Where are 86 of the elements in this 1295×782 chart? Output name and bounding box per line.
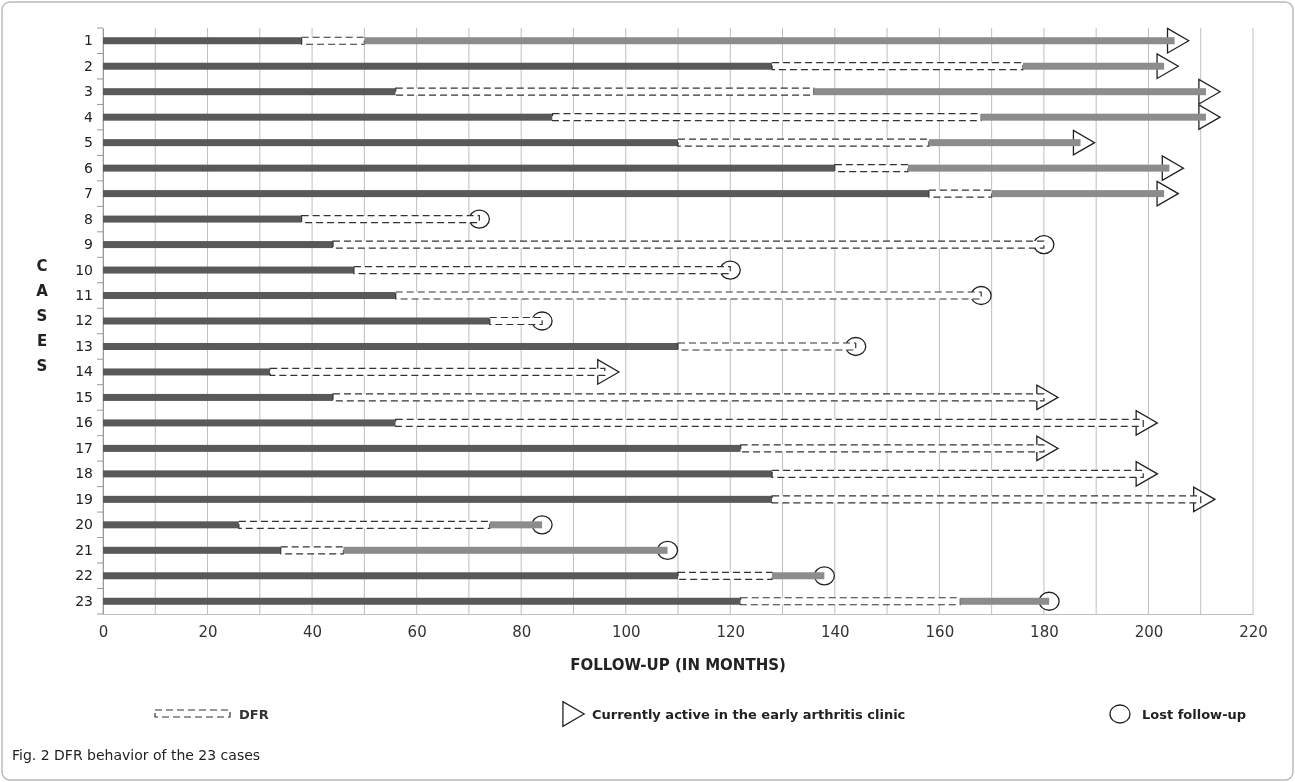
bar: [103, 266, 354, 274]
bar: [103, 495, 773, 503]
bar: [908, 164, 1170, 172]
bar: [343, 546, 668, 554]
y-axis-title: CASES: [36, 257, 49, 375]
x-tick-label: 0: [98, 622, 109, 641]
x-tick-label: 220: [1239, 622, 1268, 641]
y-tick-label: 11: [75, 287, 93, 303]
y-tick-label: 6: [84, 159, 94, 176]
bar: [103, 215, 302, 223]
x-tick-label: 160: [925, 622, 955, 641]
y-tick-label: 15: [75, 388, 93, 405]
bar: [103, 164, 835, 172]
x-tick-label: 120: [716, 622, 746, 641]
bar: [103, 393, 333, 401]
x-tick-label: 200: [1134, 622, 1164, 641]
y-tick-label: 18: [75, 465, 93, 482]
bar: [960, 597, 1050, 605]
x-tick-label: 100: [611, 622, 641, 641]
bar: [813, 88, 1206, 96]
bar: [103, 470, 773, 478]
bar: [551, 113, 982, 122]
bar: [103, 88, 396, 96]
bar: [103, 419, 396, 427]
y-tick-label: 16: [75, 414, 94, 431]
y-tick-label: 3: [84, 83, 93, 100]
bar: [834, 164, 909, 173]
bar: [1023, 62, 1165, 70]
text: DFR: [239, 707, 269, 722]
bar: [928, 189, 993, 198]
bar: [103, 521, 239, 529]
y-tick-label: 19: [75, 490, 93, 507]
x-tick-label: 180: [1030, 622, 1059, 641]
bar: [740, 597, 961, 606]
y-tick-label: 7: [84, 185, 93, 202]
x-axis-title: FOLLOW-UP (IN MONTHS): [570, 656, 786, 674]
y-tick-label: 14: [75, 363, 94, 380]
bar: [103, 572, 678, 580]
y-tick-label: 17: [75, 439, 93, 456]
legend-label: Currently active in the early arthritis clinic: [592, 707, 906, 722]
bar: [981, 113, 1206, 121]
x-tick-label: 60: [407, 622, 427, 641]
bar: [103, 444, 741, 452]
bar: [395, 87, 815, 96]
y-tick-label: 12: [75, 312, 93, 329]
y-tick-label: 13: [75, 337, 93, 354]
bar: [103, 546, 281, 554]
bar: [103, 292, 396, 300]
bar: [103, 317, 490, 325]
bar: [489, 521, 543, 529]
bar: [677, 571, 773, 580]
bar: [280, 546, 345, 555]
x-tick-label: 40: [303, 622, 323, 641]
y-tick-label: 20: [75, 516, 93, 533]
x-tick-label: 80: [512, 622, 532, 641]
bar: [103, 37, 302, 45]
bar: [103, 113, 553, 121]
bar: [103, 62, 773, 70]
x-tick-label: 140: [821, 622, 850, 641]
bar: [991, 190, 1165, 198]
bar: [238, 520, 491, 529]
y-tick-label: 8: [84, 210, 93, 227]
y-tick-label: 23: [75, 592, 93, 609]
bar: [103, 241, 333, 249]
bar: [772, 572, 825, 580]
legend-label: Lost follow-up: [1142, 707, 1247, 722]
bar: [928, 139, 1081, 147]
y-tick-label: 10: [75, 261, 93, 278]
y-tick-label: 9: [84, 236, 93, 253]
y-tick-label: 1: [84, 32, 93, 49]
bar: [103, 342, 678, 350]
bar: [677, 138, 930, 147]
y-tick-label: 21: [75, 541, 93, 558]
caption: Fig. 2 DFR behavior of the 23 cases: [12, 747, 261, 763]
x-tick-label: 20: [198, 622, 218, 641]
bar: [103, 597, 741, 605]
bar: [364, 37, 1175, 45]
bar: [301, 36, 365, 45]
bar: [771, 62, 1024, 71]
bar: [103, 190, 929, 198]
y-tick-label: 5: [84, 134, 93, 151]
bar: [103, 368, 271, 376]
y-tick-label: 22: [75, 567, 93, 584]
y-tick-label: 4: [84, 108, 94, 125]
bar: [103, 139, 678, 147]
y-tick-label: 2: [84, 57, 93, 74]
